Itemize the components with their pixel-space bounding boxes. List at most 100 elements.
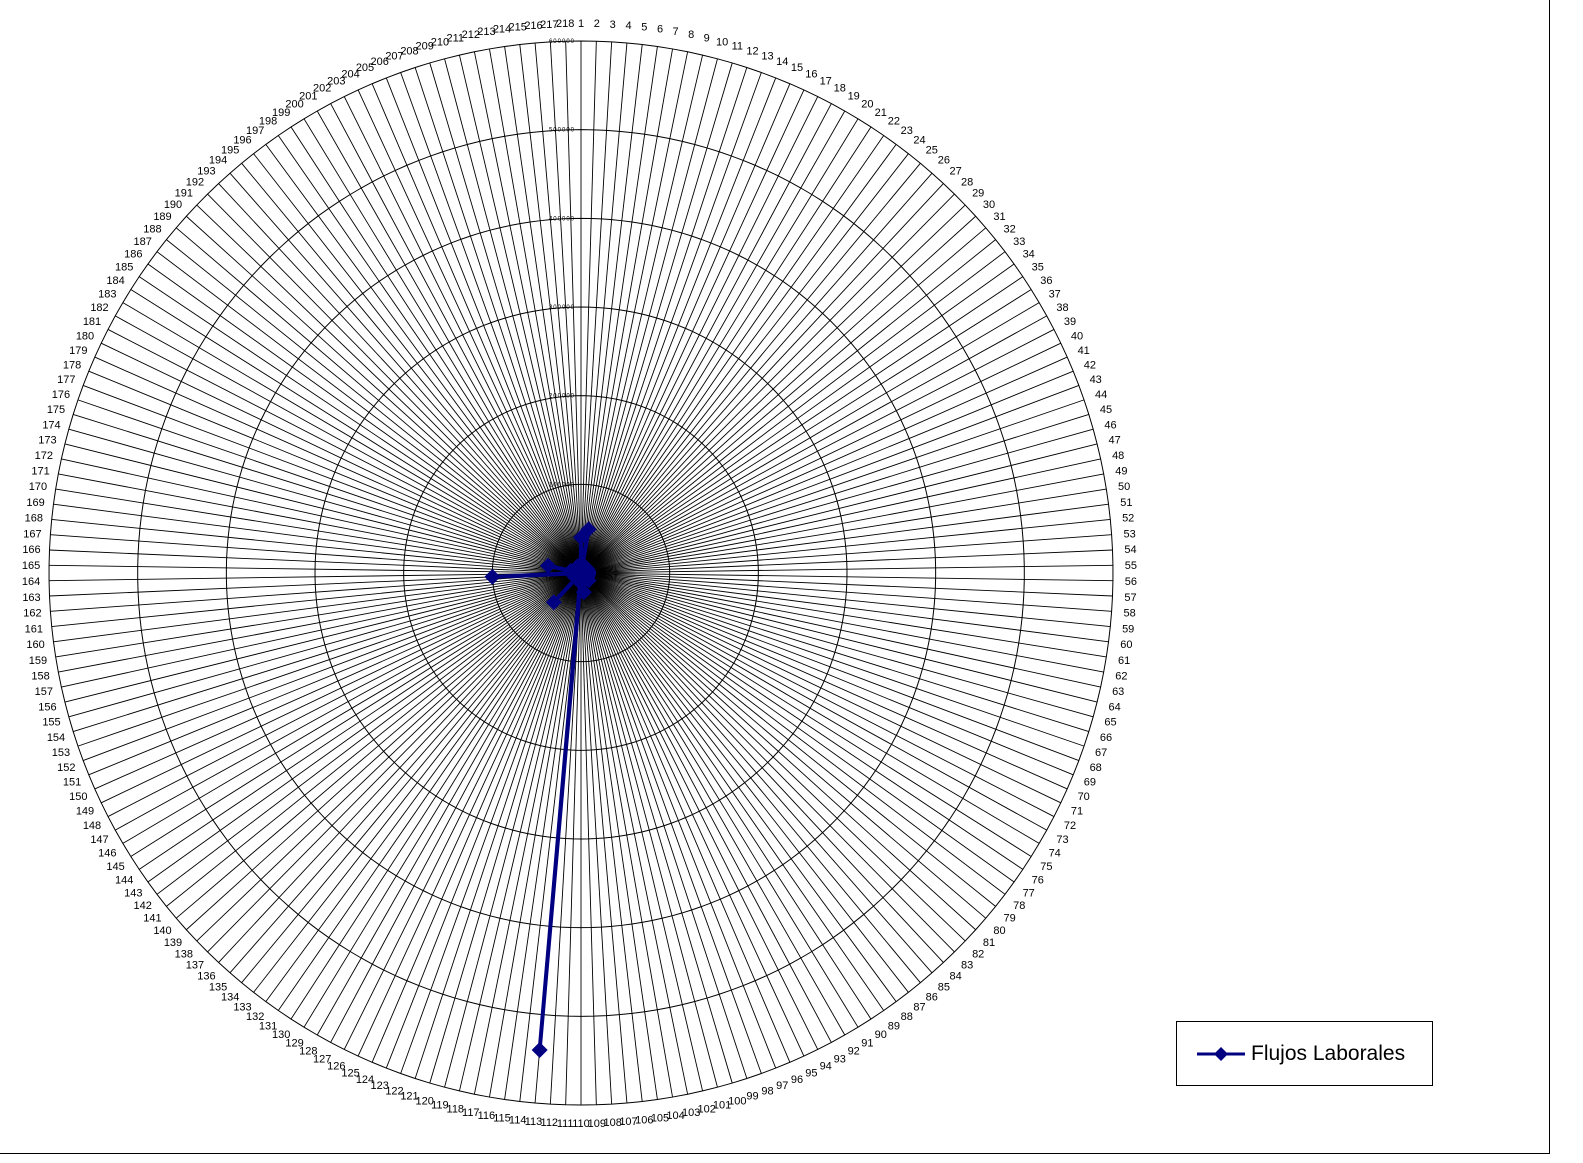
category-label: 58 xyxy=(1123,608,1135,620)
category-label: 38 xyxy=(1056,302,1068,314)
category-label: 201 xyxy=(299,90,317,102)
grid-spoke xyxy=(156,572,582,895)
grid-spoke xyxy=(580,572,1089,732)
category-label: 92 xyxy=(848,1046,860,1058)
category-label: 61 xyxy=(1118,655,1130,667)
category-label: 15 xyxy=(791,62,803,74)
category-label: 132 xyxy=(246,1011,264,1023)
grid-spoke xyxy=(580,51,689,574)
category-label: 103 xyxy=(682,1107,700,1119)
category-label: 163 xyxy=(22,592,40,604)
grid-spoke xyxy=(580,572,689,1095)
grid-spoke xyxy=(68,428,582,574)
category-label: 187 xyxy=(134,236,152,248)
category-label: 108 xyxy=(604,1117,622,1129)
category-label: 49 xyxy=(1115,466,1127,478)
category-label: 69 xyxy=(1084,777,1096,789)
category-label: 161 xyxy=(25,623,43,635)
grid-spoke xyxy=(580,572,748,1079)
category-label: 191 xyxy=(175,188,193,200)
category-label: 23 xyxy=(901,125,913,137)
category-label: 43 xyxy=(1090,374,1102,386)
grid-spoke xyxy=(580,276,1024,574)
grid-spoke xyxy=(580,172,933,574)
data-point-marker xyxy=(540,557,557,574)
grid-spoke xyxy=(175,572,582,919)
category-label: 157 xyxy=(35,686,53,698)
category-label: 99 xyxy=(746,1091,758,1103)
category-label: 116 xyxy=(478,1110,496,1122)
grid-spoke xyxy=(68,572,582,718)
category-label: 211 xyxy=(447,33,465,45)
category-label: 9 xyxy=(704,33,710,45)
grid-spoke xyxy=(580,572,1024,870)
grid-spoke xyxy=(580,572,859,1028)
grid-spoke xyxy=(580,428,1094,574)
grid-spoke xyxy=(580,572,819,1050)
grid-spoke xyxy=(580,572,1068,790)
grid-spoke xyxy=(130,289,582,574)
grid-spoke xyxy=(580,215,976,574)
grid-spoke xyxy=(265,572,582,1002)
category-label: 48 xyxy=(1112,450,1124,462)
grid-spoke xyxy=(580,42,628,574)
grid-spoke xyxy=(207,572,582,953)
radial-tick-label: 300000 xyxy=(549,305,575,311)
grid-spoke xyxy=(580,193,955,574)
grid-spoke xyxy=(580,572,704,1092)
grid-spoke xyxy=(580,44,643,574)
category-label: 87 xyxy=(913,1002,925,1014)
grid-spoke xyxy=(580,572,643,1102)
grid-spoke xyxy=(580,572,1111,628)
category-label: 216 xyxy=(524,20,542,32)
grid-spoke xyxy=(385,572,582,1069)
category-label: 16 xyxy=(805,69,817,81)
grid-spoke xyxy=(580,458,1101,574)
category-label: 175 xyxy=(47,404,65,416)
grid-spoke xyxy=(218,572,582,963)
grid-spoke xyxy=(580,572,933,974)
category-label: 204 xyxy=(341,69,359,81)
grid-spoke xyxy=(580,110,846,574)
category-label: 169 xyxy=(26,497,44,509)
grid-spoke xyxy=(122,572,582,844)
grid-spoke xyxy=(580,572,1107,658)
category-label: 199 xyxy=(272,107,290,119)
grid-spoke xyxy=(580,572,1113,597)
grid-spoke xyxy=(385,77,582,574)
grid-spoke xyxy=(580,289,1032,574)
category-label: 153 xyxy=(52,747,70,759)
category-label: 24 xyxy=(913,135,925,147)
category-label: 73 xyxy=(1056,834,1068,846)
category-label: 105 xyxy=(651,1112,669,1124)
category-label: 70 xyxy=(1078,791,1090,803)
grid-spoke xyxy=(61,458,582,574)
grid-spoke xyxy=(357,572,582,1057)
grid-spoke xyxy=(580,572,777,1069)
grid-spoke xyxy=(186,215,582,574)
grid-spoke xyxy=(73,572,582,732)
category-label: 200 xyxy=(285,98,303,110)
grid-spoke xyxy=(580,77,777,574)
category-label: 32 xyxy=(1003,223,1015,235)
category-label: 215 xyxy=(509,22,527,34)
category-label: 119 xyxy=(431,1100,449,1112)
category-label: 109 xyxy=(588,1118,606,1130)
category-label: 67 xyxy=(1095,747,1107,759)
category-label: 179 xyxy=(69,345,87,357)
category-label: 97 xyxy=(776,1080,788,1092)
category-label: 106 xyxy=(635,1114,653,1126)
category-label: 14 xyxy=(776,56,788,68)
category-label: 149 xyxy=(76,806,94,818)
category-label: 35 xyxy=(1032,262,1044,274)
category-label: 147 xyxy=(90,834,108,846)
category-label: 118 xyxy=(447,1103,465,1115)
category-label: 178 xyxy=(63,359,81,371)
category-label: 162 xyxy=(23,608,41,620)
category-label: 209 xyxy=(416,41,434,53)
category-label: 190 xyxy=(164,199,182,211)
category-label: 146 xyxy=(98,848,116,860)
grid-spoke xyxy=(580,126,872,574)
category-label: 114 xyxy=(509,1114,527,1126)
category-label: 208 xyxy=(400,45,418,57)
